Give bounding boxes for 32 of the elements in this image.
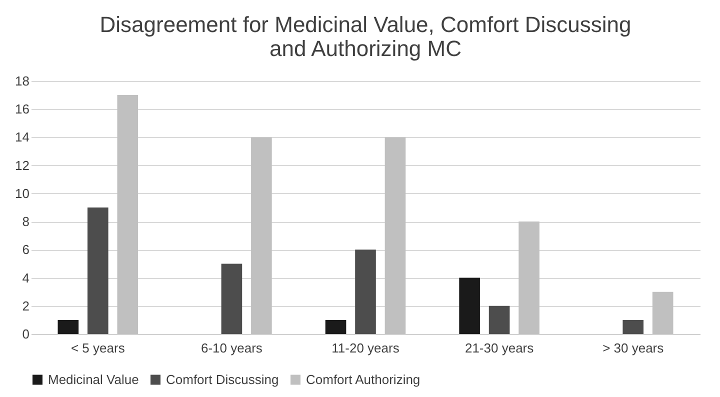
y-tick-label: 12 [15,158,30,173]
legend-label: Comfort Authorizing [306,372,420,387]
y-tick-label: 16 [15,102,30,117]
bar [459,278,480,334]
bar [652,292,674,334]
bar [325,320,346,334]
bar [117,95,138,334]
x-tick-label: 11-20 years [332,340,400,356]
y-tick-label: 18 [15,74,30,88]
x-tick-label: > 30 years [602,340,664,356]
bar [518,222,540,334]
bar [58,320,79,334]
bar [488,306,510,334]
x-tick-label: 21-30 years [464,340,534,356]
y-tick-label: 0 [22,326,30,342]
bar [384,137,406,334]
x-tick-label: 6-10 years [200,340,263,356]
bar [622,320,644,334]
y-tick-label: 2 [22,298,30,314]
y-tick-label: 4 [22,270,30,286]
bar [251,137,272,334]
chart-title: Disagreement for Medicinal Value, Comfort Discussing and Authorizing MC [100,12,632,61]
legend-label: Medicinal Value [48,372,139,387]
bar [355,250,376,334]
bar [221,264,242,334]
y-tick-label: 14 [15,130,30,145]
y-tick-label: 6 [22,242,30,258]
x-tick-label: < 5 years [70,340,126,356]
y-tick-label: 8 [22,214,30,230]
y-tick-label: 10 [15,186,30,201]
bar [87,208,108,334]
legend-label: Comfort Discussing [166,372,279,387]
